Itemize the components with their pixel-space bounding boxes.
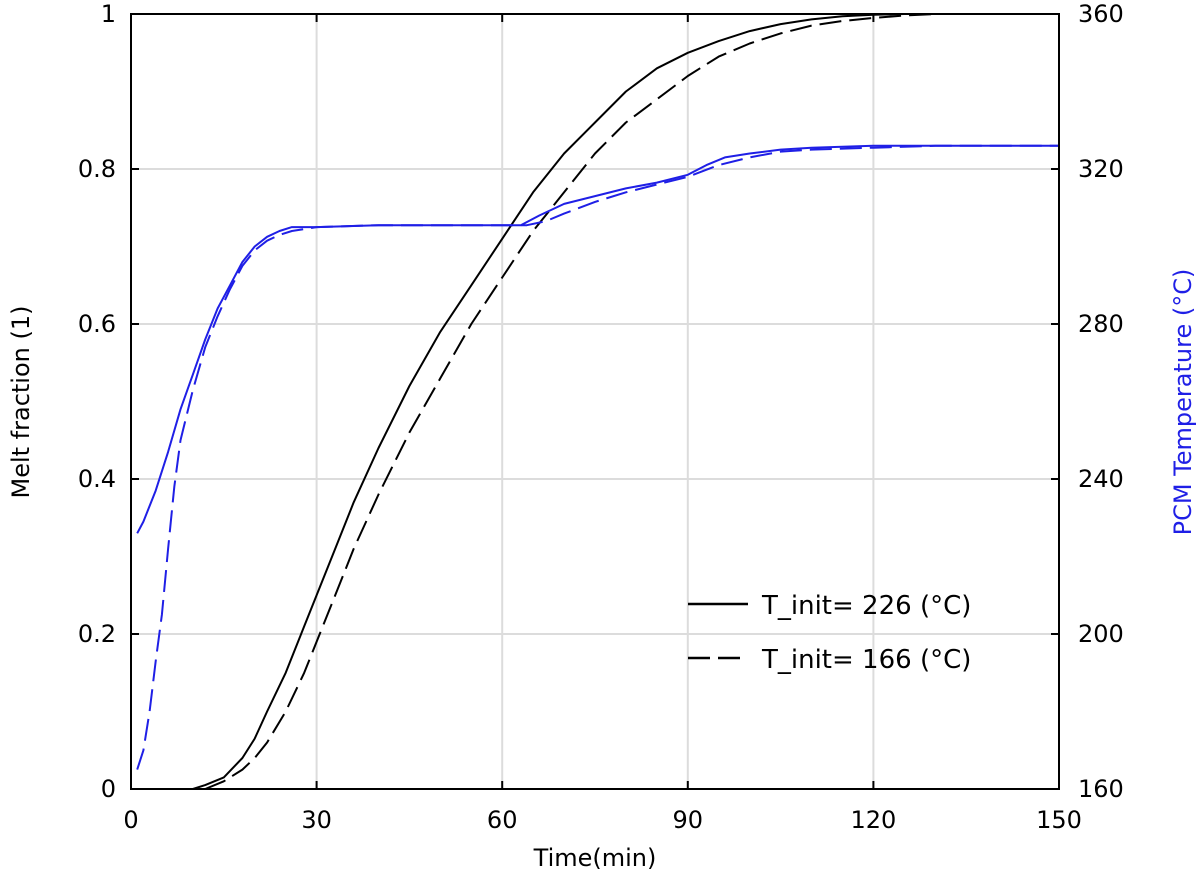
left-y-tick-label: 0.6 xyxy=(78,310,116,338)
x-tick-label: 60 xyxy=(487,806,518,834)
right-y-tick-label: 240 xyxy=(1078,465,1124,493)
right-y-tick-label: 360 xyxy=(1078,0,1124,28)
left-y-tick-label: 1 xyxy=(101,0,116,28)
right-y-tick-label: 320 xyxy=(1078,155,1124,183)
plot-frame xyxy=(130,13,1060,790)
left-y-tick-label: 0.8 xyxy=(78,155,116,183)
x-tick-label: 30 xyxy=(301,806,332,834)
left-y-tick-label: 0 xyxy=(101,775,116,803)
left-y-axis-title: Melt fraction (1) xyxy=(7,306,35,499)
left-y-tick-label: 0.2 xyxy=(78,620,116,648)
right-y-tick-label: 200 xyxy=(1078,620,1124,648)
legend: T_init= 226 (°C) T_init= 166 (°C) xyxy=(688,591,971,675)
x-tick-label: 150 xyxy=(1036,806,1082,834)
legend-entry-solid: T_init= 226 (°C) xyxy=(761,591,971,621)
x-tick-label: 0 xyxy=(123,806,138,834)
axis-ticks: 0 30 60 90 120 150 0 0.2 0.4 0.6 0.8 1 160 200 240 280 3… xyxy=(78,0,1124,834)
right-y-axis-title: PCM Temperature (°C) xyxy=(1169,269,1197,536)
right-y-tick-label: 280 xyxy=(1078,310,1124,338)
temperature-series-solid xyxy=(136,144,1059,534)
right-y-tick-label: 160 xyxy=(1078,775,1124,803)
legend-entry-dashed: T_init= 166 (°C) xyxy=(761,645,971,675)
grid-lines xyxy=(131,14,1059,789)
left-y-tick-label: 0.4 xyxy=(78,465,116,493)
x-axis-title: Time(min) xyxy=(533,844,657,872)
x-tick-label: 90 xyxy=(673,806,704,834)
x-tick-label: 120 xyxy=(850,806,896,834)
melt-fraction-series-dashed xyxy=(204,13,1059,790)
temperature-series-dashed xyxy=(136,144,1059,770)
